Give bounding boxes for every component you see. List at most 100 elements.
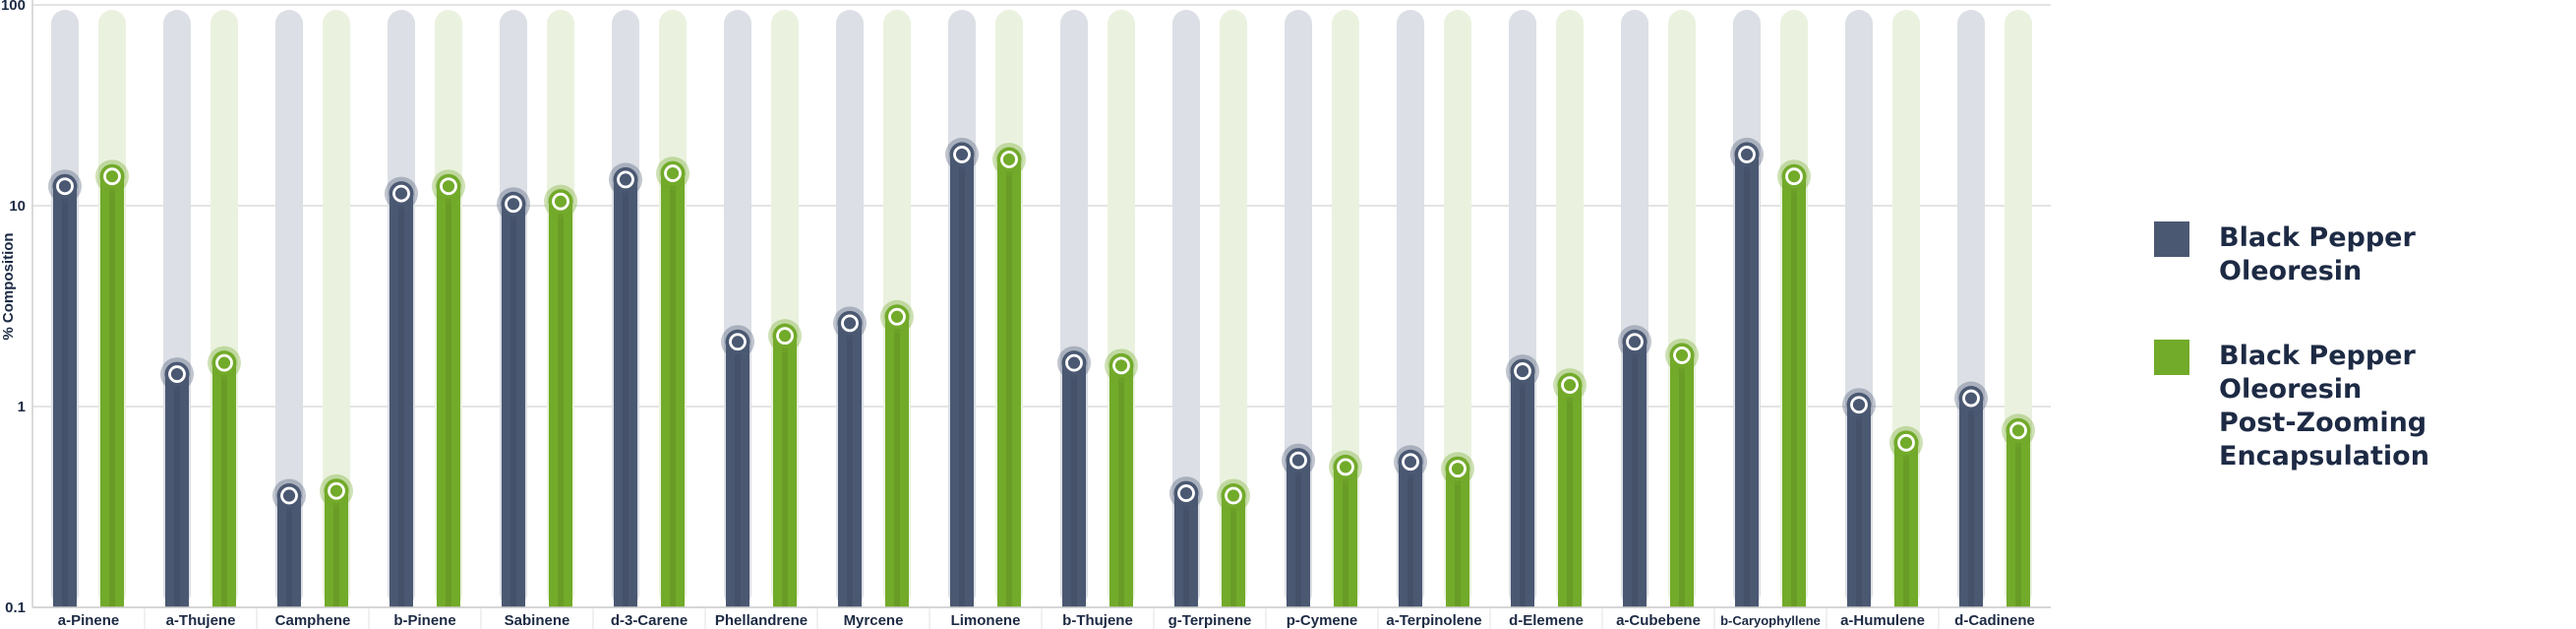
marker-ring xyxy=(953,146,971,163)
x-tick-label: Camphene xyxy=(275,612,351,629)
bar-shade xyxy=(847,323,853,607)
x-tick-label: b-Caryophyllene xyxy=(1720,613,1821,628)
marker-ring xyxy=(664,164,682,182)
bar-tracks xyxy=(51,10,2032,607)
marker-ring xyxy=(1850,396,1868,414)
bars xyxy=(53,154,2030,608)
bar xyxy=(997,158,1021,608)
bar-shade xyxy=(894,316,900,607)
x-tick-label: a-Humulene xyxy=(1840,612,1925,629)
marker-ring xyxy=(841,314,859,333)
x-tick-label: a-Pinene xyxy=(58,612,120,629)
bar xyxy=(1334,467,1357,607)
legend-swatch-series-1 xyxy=(2154,221,2189,257)
bar-shade xyxy=(2015,430,2021,607)
bar-shade xyxy=(959,154,965,607)
marker-ring xyxy=(168,365,186,383)
bar xyxy=(1670,354,1694,607)
bar xyxy=(212,362,236,607)
bar-shade xyxy=(1520,371,1526,607)
labels: 0.1 1 10 100 % Composition a-Pinene a-Thujene C… xyxy=(0,0,2035,629)
bar xyxy=(1782,176,1806,607)
y-tick-label: 1 xyxy=(18,399,26,415)
bar-shade xyxy=(782,336,788,607)
x-tick-label: a-Cubebene xyxy=(1616,612,1701,629)
legend: Black Pepper Oleoresin Black Pepper Oleo… xyxy=(2154,221,2567,525)
x-tick-label: d-Cadinene xyxy=(1954,612,2035,629)
bar xyxy=(1446,469,1469,607)
bar-track xyxy=(275,10,303,607)
legend-item-series-1: Black Pepper Oleoresin xyxy=(2154,221,2567,288)
marker-ring xyxy=(1177,484,1195,502)
bar xyxy=(773,336,797,607)
marker-ring xyxy=(1000,151,1018,168)
bar-shade xyxy=(558,201,564,608)
bar-shade xyxy=(1856,405,1862,607)
bar-shade xyxy=(398,193,404,607)
axes xyxy=(31,0,2051,629)
legend-label-series-1: Black Pepper Oleoresin xyxy=(2219,222,2416,286)
bar xyxy=(389,193,413,607)
marker-ring xyxy=(440,177,457,196)
bar xyxy=(502,204,525,608)
marker-ring xyxy=(1112,356,1130,375)
bar xyxy=(614,179,637,607)
bar-shade xyxy=(1567,385,1573,607)
marker-ring xyxy=(1065,353,1083,372)
marker-ring xyxy=(1738,146,1756,163)
marker-ring xyxy=(280,486,298,505)
bar-shade xyxy=(109,176,115,607)
x-tick-label: d-Elemene xyxy=(1509,612,1584,629)
marker-ring xyxy=(552,192,569,211)
bar xyxy=(661,173,685,607)
marker-ring xyxy=(1561,376,1579,395)
marker-ring xyxy=(1626,333,1644,351)
bar-shade xyxy=(446,186,451,608)
bar-shade xyxy=(1295,460,1301,607)
bar xyxy=(437,186,460,608)
bar-shade xyxy=(1006,158,1012,608)
bar-shade xyxy=(1455,469,1461,607)
x-tick-label: b-Pinene xyxy=(393,612,455,629)
bar-track xyxy=(1172,10,1200,607)
marker-ring xyxy=(56,177,74,196)
bar xyxy=(1894,442,1918,607)
marker-ring xyxy=(1402,453,1419,472)
bar xyxy=(1735,154,1759,607)
bar xyxy=(1511,371,1534,607)
bar xyxy=(1399,462,1422,607)
x-tick-label: a-Thujene xyxy=(166,612,236,629)
bar xyxy=(950,154,974,607)
marker-ring xyxy=(729,333,747,351)
y-tick-label: 0.1 xyxy=(5,599,26,616)
x-tick-label: p-Cymene xyxy=(1287,612,1358,629)
bar xyxy=(1062,362,1086,607)
marker-ring xyxy=(617,170,634,189)
marker-ring xyxy=(328,481,345,500)
bar-shade xyxy=(1183,493,1189,607)
legend-label-series-2: Black Pepper Oleoresin Post-Zooming Enca… xyxy=(2219,341,2429,472)
y-tick-label: 100 xyxy=(1,0,26,14)
bar-shade xyxy=(510,204,516,608)
bar-track xyxy=(1220,10,1247,607)
legend-swatch-series-2 xyxy=(2154,340,2189,375)
bar xyxy=(1847,405,1871,607)
marker-ring xyxy=(1514,362,1531,380)
marker-ring xyxy=(1337,458,1354,476)
marker-ring xyxy=(1449,460,1467,478)
marker-ring xyxy=(1897,433,1915,452)
marker-ring xyxy=(1785,167,1803,186)
bar-shade xyxy=(62,186,68,608)
marker-ring xyxy=(1673,346,1691,364)
bar-shade xyxy=(1632,342,1638,607)
x-tick-label: b-Thujene xyxy=(1062,612,1133,629)
bar-shade xyxy=(286,495,292,607)
marker-ring xyxy=(2009,421,2027,440)
legend-item-series-2: Black Pepper Oleoresin Post-Zooming Enca… xyxy=(2154,340,2567,473)
x-tick-label: a-Terpinolene xyxy=(1386,612,1481,629)
bar xyxy=(1109,365,1133,607)
value-markers xyxy=(48,137,2035,513)
x-tick-label: Myrcene xyxy=(844,612,904,629)
bar xyxy=(1623,342,1647,607)
bar-shade xyxy=(1903,442,1909,607)
